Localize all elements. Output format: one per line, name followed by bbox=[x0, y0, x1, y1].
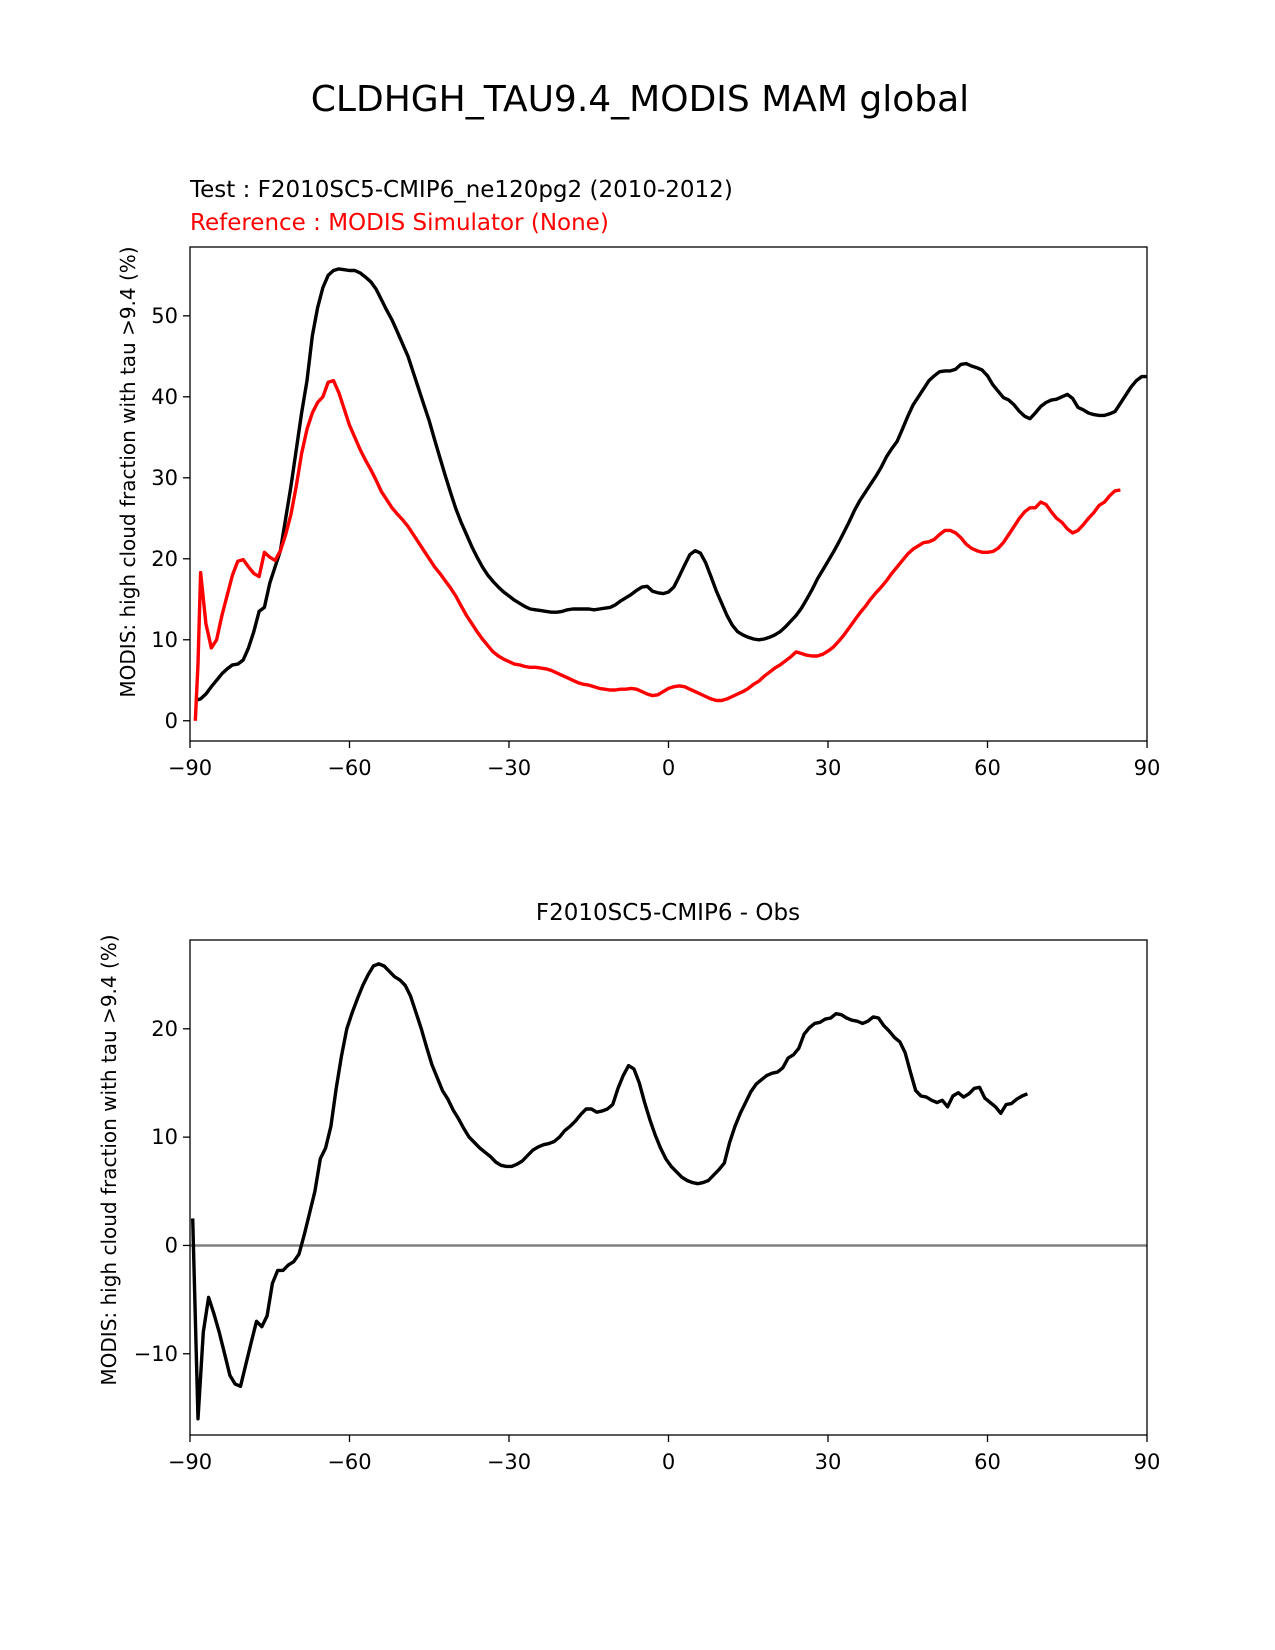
top-y-axis-label: MODIS: high cloud fraction with tau >9.4… bbox=[116, 246, 140, 697]
y-tick-label: −10 bbox=[134, 1342, 178, 1366]
series-line-reference bbox=[193, 378, 1121, 721]
x-tick-label: −60 bbox=[327, 1450, 371, 1474]
x-tick-label: 0 bbox=[662, 1450, 675, 1474]
panel-bottom: F2010SC5-CMIP6 - Obs −90 −60 −30 0 30 60 90 −10… bbox=[97, 900, 1160, 1474]
top-plot-area: −90 −60 −30 0 30 60 90 0 10 20 30 40 50 bbox=[151, 246, 1161, 780]
y-tick-label: 20 bbox=[151, 547, 178, 571]
x-tick-label: 60 bbox=[974, 1450, 1001, 1474]
y-tick-label: 20 bbox=[151, 1017, 178, 1041]
x-tick-label: 90 bbox=[1134, 1450, 1161, 1474]
bottom-y-axis-label: MODIS: high cloud fraction with tau >9.4… bbox=[97, 934, 121, 1385]
series-line-test bbox=[191, 962, 1029, 1421]
test-label: Test : F2010SC5-CMIP6_ne120pg2 (2010-201… bbox=[189, 177, 733, 203]
y-tick-label: 50 bbox=[151, 304, 178, 328]
panel-top: Test : F2010SC5-CMIP6_ne120pg2 (2010-201… bbox=[116, 177, 1160, 780]
bottom-plot-area: −90 −60 −30 0 30 60 90 −10 0 10 20 bbox=[134, 939, 1161, 1474]
x-tick-label: −30 bbox=[487, 1450, 531, 1474]
x-tick-label: 30 bbox=[815, 756, 842, 780]
y-tick-label: 30 bbox=[151, 466, 178, 490]
figure-title: CLDHGH_TAU9.4_MODIS MAM global bbox=[311, 79, 969, 120]
reference-label: Reference : MODIS Simulator (None) bbox=[190, 210, 609, 236]
axes-frame bbox=[189, 939, 1148, 1436]
y-tick-label: 0 bbox=[165, 1233, 178, 1257]
x-tick-label: 0 bbox=[662, 756, 675, 780]
x-tick-label: −90 bbox=[168, 756, 212, 780]
x-tick-label: −30 bbox=[487, 756, 531, 780]
bottom-title: F2010SC5-CMIP6 - Obs bbox=[536, 900, 800, 926]
axes-frame bbox=[189, 246, 1148, 742]
x-tick-label: −60 bbox=[327, 756, 371, 780]
y-tick-label: 40 bbox=[151, 385, 178, 409]
x-tick-label: 60 bbox=[974, 756, 1001, 780]
y-tick-label: 10 bbox=[151, 628, 178, 652]
x-tick-label: 30 bbox=[815, 1450, 842, 1474]
series-line-test bbox=[194, 267, 1147, 703]
y-tick-label: 10 bbox=[151, 1125, 178, 1149]
x-tick-label: −90 bbox=[168, 1450, 212, 1474]
x-tick-label: 90 bbox=[1134, 756, 1161, 780]
y-tick-label: 0 bbox=[165, 709, 178, 733]
